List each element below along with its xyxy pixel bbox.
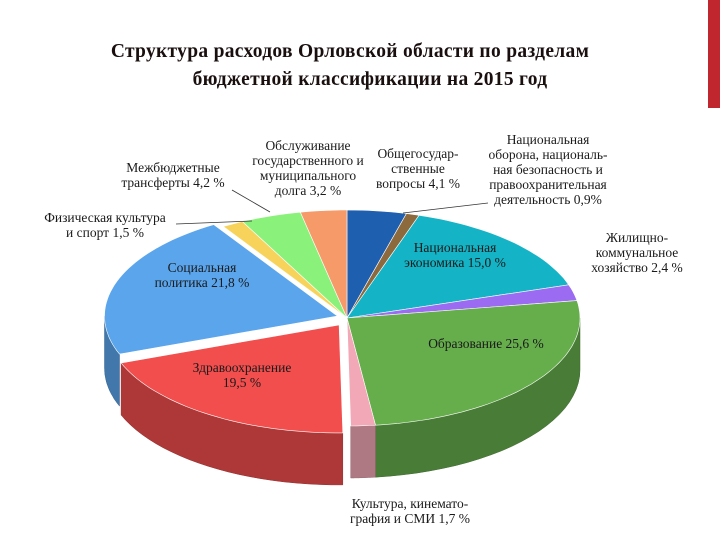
slice-label-line: ная безопасность и (493, 162, 603, 177)
slice-label-line: и спорт 1,5 % (66, 225, 144, 240)
slice-label-line: Социальная (168, 260, 237, 275)
slice-label-1: Национальная оборона, националь-ная безоп… (489, 132, 608, 207)
pie-slice-10 (299, 209, 348, 319)
pie-slice-2 (346, 214, 570, 319)
slide-title: Структура расходов Орловской области по … (0, 38, 700, 94)
leader-line-9 (231, 189, 271, 213)
slice-label-line: вопросы 4,1 % (376, 176, 460, 191)
title-line-2: бюджетной классификации на 2015 год (192, 69, 548, 90)
title-line-1: Структура расходов Орловской области по … (110, 41, 590, 62)
slice-label-3: Жилищно-коммунальное хозяйство 2,4 % (591, 230, 683, 275)
pie-slice-4 (346, 300, 581, 426)
pie-slice-6 (120, 324, 344, 434)
slice-label-line: Общегосудар- (377, 146, 459, 161)
pie-slices (104, 209, 581, 434)
slice-label-line: деятельность 0,9% (494, 192, 602, 207)
pie-slice-0 (346, 209, 407, 320)
slice-label-8: Физическая культура и спорт 1,5 % (44, 210, 166, 240)
slice-label-line: ственные (391, 161, 445, 176)
slice-label-line: Национальная (507, 132, 590, 147)
slice-label-6: Здравоохранение 19,5 % (193, 360, 292, 390)
slice-label-line: Обслуживание (265, 138, 350, 153)
slice-label-line: политика 21,8 % (155, 275, 250, 290)
pie-slice-7 (104, 224, 339, 355)
pie-labels: Общегосудар-ственные вопросы 4,1 % Национа… (44, 132, 683, 526)
slice-label-10: Обслуживание государственного и муниципаль… (252, 138, 364, 198)
slice-label-line: экономика 15,0 % (404, 255, 506, 270)
pie-slice-5 (346, 317, 376, 427)
slice-label-line: графия и СМИ 1,7 % (350, 511, 470, 526)
slice-label-5: Культура, кинемато-графия и СМИ 1,7 % (350, 496, 470, 526)
slice-label-line: Здравоохранение (193, 360, 292, 375)
slice-label-line: Межбюджетные (126, 160, 219, 175)
slice-label-line: Жилищно- (606, 230, 669, 245)
slice-label-line: оборона, националь- (489, 147, 608, 162)
slice-label-line: трансферты 4,2 % (121, 175, 224, 190)
slice-label-2: Национальная экономика 15,0 % (404, 240, 506, 270)
pie-slice-9 (241, 211, 348, 319)
slice-label-line: Физическая культура (44, 210, 166, 225)
slice-label-line: хозяйство 2,4 % (591, 260, 683, 275)
slice-label-line: 19,5 % (223, 375, 261, 390)
slice-label-line: Национальная (414, 240, 497, 255)
slice-label-7: Социальная политика 21,8 % (155, 260, 250, 290)
slice-label-line: долга 3,2 % (275, 183, 342, 198)
leader-line-1 (402, 202, 489, 214)
slice-label-line: муниципального (260, 168, 357, 183)
slide-accent-bar (708, 0, 720, 108)
slice-label-4: Образование 25,6 % (428, 336, 544, 351)
slice-label-line: правоохранительная (489, 177, 607, 192)
slice-label-9: Межбюджетные трансферты 4,2 % (121, 160, 224, 190)
slice-label-line: Культура, кинемато- (352, 496, 469, 511)
slice-label-line: Образование 25,6 % (428, 336, 544, 351)
pie-side-5 (350, 424, 376, 479)
leader-line-8 (175, 220, 253, 225)
slice-label-line: коммунальное (596, 245, 679, 260)
pie-slice-3 (346, 284, 578, 319)
slice-label-line: государственного и (252, 153, 364, 168)
slice-label-0: Общегосудар-ственные вопросы 4,1 % (376, 146, 460, 191)
